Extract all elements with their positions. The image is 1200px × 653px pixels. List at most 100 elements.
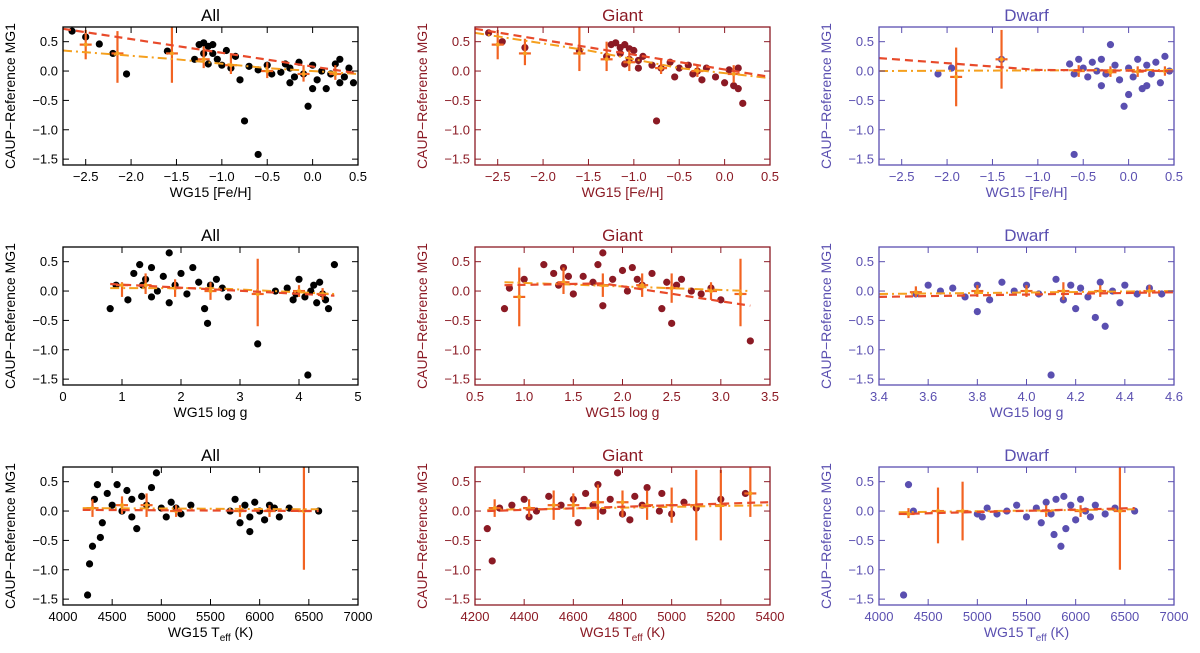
data-point [978,513,986,521]
panel-title: Giant [602,446,643,465]
data-point [286,79,294,87]
bin-mean-marker [83,42,88,47]
panel-title: Dwarf [1004,6,1049,25]
x-tick-label: 5500 [1012,609,1041,624]
data-point [500,305,509,313]
data-point [340,73,348,81]
data-point [290,73,299,81]
data-point [545,492,553,500]
x-tick-label: 6500 [294,609,323,624]
panel-dwarf-2: Dwarf CAUP−Reference MG1 WG15 Teff (K) 4000… [818,446,1188,644]
x-tick-label: 4500 [98,609,127,624]
panel-dwarf-0: Dwarf CAUP−Reference MG1 WG15 [Fe/H] −2.5 −2… [818,6,1183,200]
data-point [675,64,683,72]
y-tick-label: −0.5 [848,93,874,108]
data-point [550,269,558,278]
y-tick-label: −1.5 [32,372,58,387]
y-axis-label: CAUP−Reference MG1 [414,463,430,609]
x-tick-label: 5000 [147,609,176,624]
y-tick-label: 0.5 [40,474,58,489]
data-point [1067,281,1075,289]
data-point [652,117,661,125]
y-tick-label: 0.0 [856,504,874,519]
x-tick-label: 1.0 [515,389,533,404]
data-point [628,263,636,272]
bin-mean-marker [120,283,124,288]
data-point [236,76,244,84]
y-tick-label: −1.0 [444,342,470,357]
panel-all-0: All CAUP−Reference MG1 WG15 [Fe/H] −2.5 −2.0… [2,6,367,200]
fit-line-dashdot [487,504,770,511]
y-axis-label: CAUP−Reference MG1 [2,463,18,609]
panel-giant-2: Giant CAUP−Reference MG1 WG15 Teff (K) 4200… [414,446,784,644]
data-point [195,278,203,286]
y-tick-label: −1.5 [444,152,470,167]
x-tick-label: −2.0 [934,169,960,184]
data-point [711,73,720,81]
data-point [634,64,642,72]
y-tick-label: −0.5 [32,313,58,328]
data-point [1057,542,1065,550]
data-point [254,340,262,348]
data-point [209,41,217,49]
data-point [599,507,607,515]
data-point [658,489,666,498]
data-point [734,85,742,93]
data-point [147,263,156,272]
plot-frame [474,26,771,166]
data-point [310,281,318,289]
plot-frame [878,466,1175,606]
data-point [668,319,676,327]
x-tick-label: 3.0 [712,389,730,404]
data-point [83,591,92,599]
panel-title: Dwarf [1004,226,1049,245]
data-point [213,55,221,63]
x-tick-label: 6000 [1061,609,1090,624]
x-axis-label: WG15 [Fe/H] [170,184,252,200]
bin-mean-marker [228,63,233,68]
data-point [582,489,590,498]
x-tick-label: 2.0 [613,389,631,404]
data-point [1161,52,1169,60]
fit-line-dashdot [879,290,1174,295]
data-point [677,275,686,283]
data-point [508,501,516,509]
y-tick-label: −0.5 [32,533,58,548]
data-point [122,70,131,78]
x-tick-label: 1 [118,389,125,404]
data-point [483,525,491,533]
data-point [949,284,957,292]
bin-mean-marker [201,57,206,62]
data-point [612,39,620,47]
data-point [231,495,239,503]
y-tick-label: 0.0 [856,64,874,79]
fit-line-dashed [63,27,358,75]
bin-mean-marker [913,290,918,295]
data-point [589,278,597,286]
data-point [623,287,632,295]
y-tick-label: −1.5 [848,372,874,387]
data-point [1111,61,1119,69]
data-point [1121,281,1129,289]
data-point [609,275,617,283]
data-point [698,76,706,84]
bin-mean-marker [748,491,753,496]
bin-mean-marker [551,503,556,508]
y-tick-label: −0.5 [444,533,470,548]
data-point [625,45,633,53]
x-tick-label: 5000 [657,609,686,624]
data-point [212,275,220,283]
plot-area [106,249,338,379]
x-tick-label: 4800 [608,609,637,624]
data-point [260,516,269,524]
data-point [152,469,161,477]
data-point [187,501,195,509]
x-axis-label: WG15 Teff (K) [984,624,1069,644]
fit-line-dashed [475,27,770,78]
data-point [599,302,607,310]
data-point [626,516,634,524]
plot-area [500,249,754,345]
data-point [520,275,528,283]
x-tick-label: 4.4 [1116,389,1134,404]
x-tick-label: 0.5 [761,169,779,184]
